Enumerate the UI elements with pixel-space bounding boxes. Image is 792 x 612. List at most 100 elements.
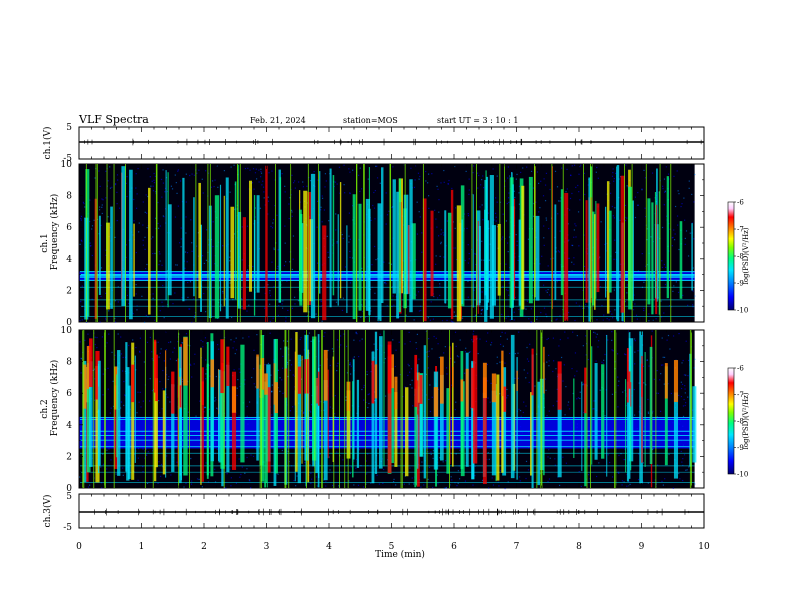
spectrogram-pixel bbox=[507, 481, 509, 483]
spectrogram-pixel bbox=[186, 261, 188, 263]
spectrogram-pixel bbox=[518, 203, 521, 205]
spectrogram-pixel bbox=[487, 212, 489, 214]
spectrogram-pixel bbox=[364, 316, 366, 319]
spectrogram-pixel bbox=[454, 361, 456, 363]
spectrogram-pixel bbox=[465, 347, 467, 349]
spectrogram-pixel bbox=[587, 474, 590, 476]
spectrogram-pixel bbox=[543, 244, 545, 247]
spectrogram-pixel bbox=[584, 193, 586, 196]
spectrogram-pixel bbox=[353, 356, 355, 358]
spectrogram-pixel bbox=[482, 219, 484, 221]
spectrogram-pixel bbox=[375, 165, 377, 167]
spectrogram-pixel bbox=[626, 393, 628, 395]
spectrogram-streak bbox=[225, 177, 229, 319]
spectrogram-pixel bbox=[685, 469, 687, 471]
spectrogram-pixel bbox=[656, 392, 658, 394]
spectrogram-pixel bbox=[416, 201, 418, 203]
spectrogram-pixel bbox=[445, 460, 447, 462]
spectrogram-pixel bbox=[438, 356, 441, 359]
spectrogram-pixel bbox=[472, 333, 474, 335]
spectrogram-pixel bbox=[87, 486, 90, 488]
spectrogram-streak bbox=[223, 195, 225, 307]
spectrogram-pixel bbox=[687, 375, 689, 377]
spectrogram-pixel bbox=[282, 340, 285, 342]
spectrogram-pixel bbox=[358, 355, 360, 358]
spectrogram-pixel bbox=[324, 332, 326, 334]
spectrogram-streak bbox=[379, 336, 383, 469]
spectrogram-pixel bbox=[271, 390, 273, 392]
spectrogram-pixel bbox=[216, 407, 218, 409]
spectrogram-pixel bbox=[571, 192, 573, 195]
spectrogram-pixel bbox=[296, 475, 298, 477]
start-ut-label: start UT = 3 : 10 : 1 bbox=[437, 116, 518, 125]
spectrogram-streak bbox=[679, 221, 683, 299]
spectrogram-pixel bbox=[529, 343, 531, 345]
spectrogram-pixel bbox=[577, 184, 579, 187]
time-axis: 0 1 2 3 4 5 6 7 8 9 10 bbox=[76, 127, 710, 552]
spectrogram-pixel bbox=[421, 251, 423, 253]
spectrogram-pixel bbox=[218, 348, 220, 350]
spectrogram-pixel bbox=[180, 227, 182, 229]
spectrogram-streak bbox=[502, 367, 507, 476]
spectrogram-pixel bbox=[142, 448, 144, 450]
spectrogram-pixel bbox=[609, 182, 611, 185]
spectrogram-pixel bbox=[181, 342, 183, 344]
spectrogram-pixel bbox=[556, 318, 558, 320]
spectrogram-pixel bbox=[290, 338, 292, 340]
spectrogram-core bbox=[86, 346, 91, 389]
spectrogram-pixel bbox=[548, 365, 550, 367]
colorbar-label: log(PSD)(V²/Hz) bbox=[742, 227, 750, 284]
spectrogram-streak bbox=[551, 166, 553, 309]
spectrogram-pixel bbox=[371, 264, 373, 266]
spectrogram-pixel bbox=[567, 401, 570, 403]
spectrogram-pixel bbox=[94, 378, 96, 380]
spectrogram-pixel bbox=[487, 452, 489, 454]
spectrogram-pixel bbox=[585, 354, 587, 356]
spectrogram-pixel bbox=[246, 310, 248, 312]
spectrogram-pixel bbox=[518, 448, 520, 450]
spectrogram-pixel bbox=[293, 479, 295, 482]
spectrogram-pixel bbox=[89, 242, 91, 244]
spectrogram-pixel bbox=[289, 369, 291, 371]
spectrogram-pixel bbox=[598, 340, 600, 342]
spectrogram-pixel bbox=[310, 472, 312, 474]
spectrogram-pixel bbox=[324, 173, 327, 175]
spectrogram-pixel bbox=[638, 453, 640, 455]
spectrogram-pixel bbox=[262, 180, 264, 182]
spectrogram-core bbox=[394, 376, 398, 410]
spectrogram-pixel bbox=[546, 361, 548, 363]
spectrogram-pixel bbox=[316, 485, 318, 487]
spectrogram-pixel bbox=[234, 208, 236, 211]
spectrogram-streak bbox=[383, 330, 385, 467]
spectrogram-pixel bbox=[624, 300, 626, 303]
spectrogram-pixel bbox=[648, 365, 650, 367]
spectrogram-pixel bbox=[145, 194, 147, 196]
spectrogram-pixel bbox=[489, 401, 491, 403]
spectrogram-pixel bbox=[321, 221, 323, 223]
spectrogram-pixel bbox=[191, 242, 193, 244]
spectrogram-pixel bbox=[168, 376, 170, 378]
spectrogram-pixel bbox=[652, 319, 654, 321]
spectrogram-pixel bbox=[173, 347, 175, 349]
spectrogram-pixel bbox=[518, 451, 521, 453]
spectrogram-pixel bbox=[207, 481, 210, 483]
spectrogram-pixel bbox=[159, 253, 161, 255]
spectrogram-pixel bbox=[352, 169, 354, 171]
spectrogram-pixel bbox=[374, 391, 376, 393]
spectrogram-streak bbox=[86, 363, 91, 473]
spectrogram-pixel bbox=[399, 373, 401, 376]
spectrogram-pixel bbox=[105, 249, 107, 251]
spectrogram-pixel bbox=[279, 377, 281, 379]
spectrogram-pixel bbox=[204, 311, 207, 313]
spectrogram-streak bbox=[315, 385, 319, 474]
ch2-spectrogram-image bbox=[79, 330, 697, 490]
spectrogram-pixel bbox=[681, 362, 683, 364]
spectrogram-core bbox=[440, 356, 444, 404]
spectrogram-pixel bbox=[289, 410, 292, 412]
spectrogram-core bbox=[626, 348, 630, 403]
spectrogram-pixel bbox=[274, 204, 276, 207]
spectrogram-pixel bbox=[490, 344, 492, 346]
spectrogram-pixel bbox=[573, 257, 575, 259]
spectrogram-pixel bbox=[439, 255, 441, 257]
spectrogram-pixel bbox=[507, 289, 509, 292]
